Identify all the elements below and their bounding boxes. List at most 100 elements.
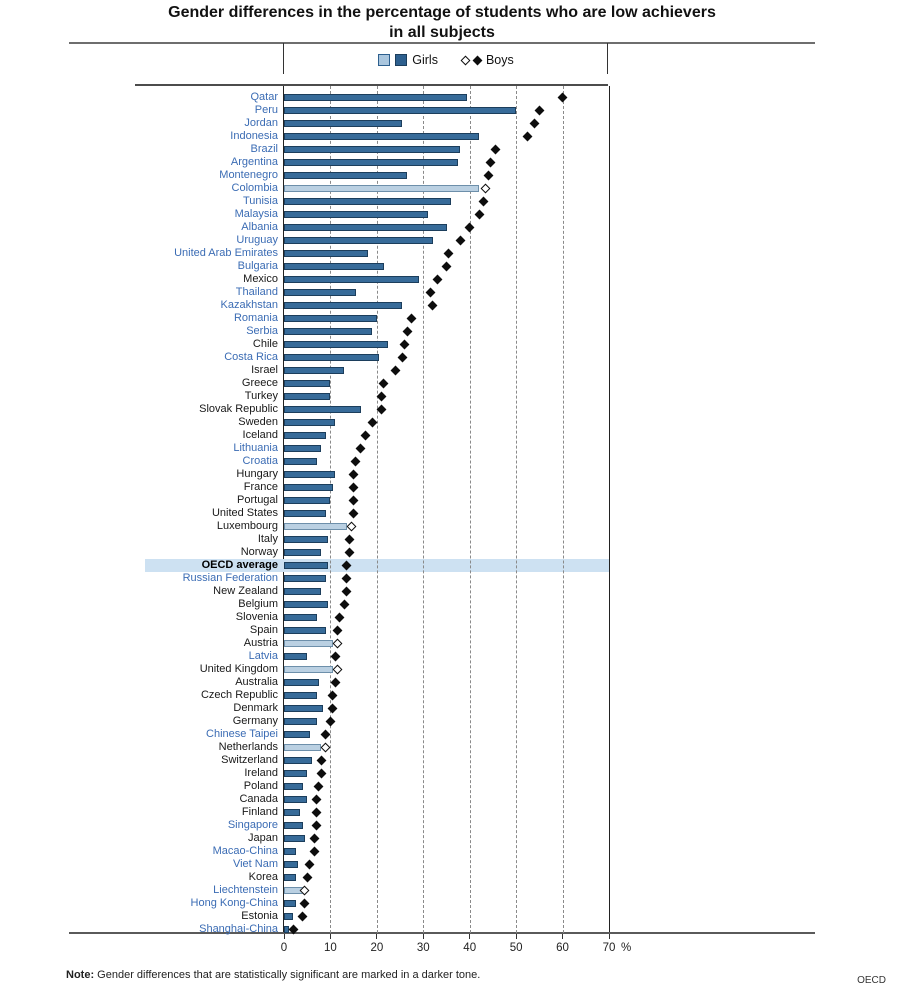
boys-diamond-marker	[304, 859, 315, 869]
girls-bar	[284, 223, 447, 231]
boys-diamond-marker	[313, 781, 324, 791]
girls-bar	[284, 548, 322, 556]
boys-diamond-marker	[330, 651, 341, 661]
x-tick-0	[283, 933, 285, 939]
girls-bar	[284, 756, 312, 764]
girls-bar	[284, 262, 384, 270]
boys-diamond-marker	[341, 573, 352, 583]
boys-diamond-marker	[320, 729, 331, 739]
boys-diamond-marker	[332, 625, 343, 635]
girls-bar	[284, 340, 389, 348]
row-label-oecd-average: OECD average	[201, 558, 278, 571]
girls-dark-swatch-icon	[395, 54, 408, 66]
girls-bar	[284, 93, 468, 101]
row-label-jordan: Jordan	[244, 116, 278, 129]
boys-diamond-marker	[297, 911, 308, 921]
girls-bar	[284, 132, 479, 140]
gridline-60	[562, 86, 564, 933]
chart-note: Note: Gender differences that are statis…	[66, 969, 480, 981]
boys-diamond-marker	[443, 248, 454, 258]
boys-diamond-marker	[316, 768, 327, 778]
row-label-italy: Italy	[257, 532, 278, 545]
girls-bar	[284, 197, 452, 205]
boys-diamond-marker	[455, 235, 466, 245]
girls-bar	[284, 158, 459, 166]
boys-diamond-marker	[529, 118, 540, 128]
row-label-estonia: Estonia	[241, 909, 278, 922]
girls-bar	[284, 392, 331, 400]
girls-bar	[284, 145, 461, 153]
row-label-belgium: Belgium	[238, 597, 278, 610]
row-label-portugal: Portugal	[237, 493, 278, 506]
row-label-croatia: Croatia	[242, 454, 278, 467]
boys-diamond-marker	[339, 599, 350, 609]
row-label-brazil: Brazil	[250, 142, 278, 155]
row-label-romania: Romania	[233, 311, 278, 324]
row-label-australia: Australia	[235, 675, 278, 688]
gridline-30	[423, 86, 425, 933]
row-label-colombia: Colombia	[231, 181, 278, 194]
x-axis-unit-label: %	[621, 942, 632, 954]
boys-diamond-marker	[376, 404, 387, 414]
girls-bar	[284, 717, 317, 725]
row-label-serbia: Serbia	[246, 324, 278, 337]
girls-bar	[284, 353, 380, 361]
girls-bar	[284, 431, 326, 439]
x-tick-label-50: 50	[509, 942, 523, 954]
row-label-united-arab-emirates: United Arab Emirates	[174, 246, 278, 259]
girls-bar	[284, 301, 403, 309]
row-label-liechtenstein: Liechtenstein	[213, 883, 278, 896]
x-tick-label-20: 20	[370, 942, 384, 954]
boys-diamond-marker	[432, 274, 443, 284]
row-label-kazakhstan: Kazakhstan	[220, 298, 278, 311]
girls-bar	[284, 873, 296, 881]
boys-open-diamond-icon	[460, 55, 471, 65]
girls-bar	[284, 496, 331, 504]
plot-top-border	[135, 84, 608, 86]
row-label-hong-kong-china: Hong Kong-China	[190, 896, 278, 909]
boys-diamond-marker	[311, 820, 322, 830]
chart-title: Gender differences in the percentage of …	[0, 3, 884, 42]
boys-diamond-marker	[311, 794, 322, 804]
x-tick-70	[608, 933, 610, 939]
boys-diamond-marker	[402, 326, 412, 336]
x-tick-label-30: 30	[416, 942, 430, 954]
boys-diamond-marker	[332, 638, 343, 648]
row-label-sweden: Sweden	[238, 415, 278, 428]
girls-bar	[284, 834, 305, 842]
row-label-finland: Finland	[241, 805, 278, 818]
x-tick-40	[469, 933, 471, 939]
boys-diamond-marker	[367, 417, 378, 427]
row-label-argentina: Argentina	[230, 155, 278, 168]
girls-bar	[284, 626, 326, 634]
boys-diamond-marker	[332, 664, 343, 674]
row-label-malaysia: Malaysia	[234, 207, 278, 220]
girls-bar	[284, 639, 333, 647]
row-label-albania: Albania	[241, 220, 278, 233]
row-label-denmark: Denmark	[233, 701, 278, 714]
row-label-tunisia: Tunisia	[242, 194, 278, 207]
girls-bar	[284, 795, 308, 803]
row-label-mexico: Mexico	[243, 272, 278, 285]
girls-bar	[284, 327, 373, 335]
x-tick-10	[329, 933, 331, 939]
boys-diamond-marker	[534, 105, 545, 115]
boys-diamond-marker	[397, 352, 408, 362]
boys-diamond-marker	[522, 131, 533, 141]
row-label-poland: Poland	[243, 779, 278, 792]
row-label-czech-republic: Czech Republic	[200, 688, 278, 701]
boys-diamond-marker	[474, 209, 484, 219]
row-label-germany: Germany	[232, 714, 278, 727]
boys-diamond-marker	[330, 677, 341, 687]
row-label-united-states: United States	[211, 506, 278, 519]
girls-bar	[284, 119, 403, 127]
girls-light-swatch-icon	[378, 54, 391, 66]
boys-diamond-marker	[327, 703, 338, 713]
girls-bar	[284, 847, 296, 855]
girls-bar	[284, 587, 322, 595]
girls-bar	[284, 106, 517, 114]
note-prefix: Note:	[66, 969, 95, 981]
girls-bar	[284, 457, 317, 465]
row-label-hungary: Hungary	[236, 467, 278, 480]
